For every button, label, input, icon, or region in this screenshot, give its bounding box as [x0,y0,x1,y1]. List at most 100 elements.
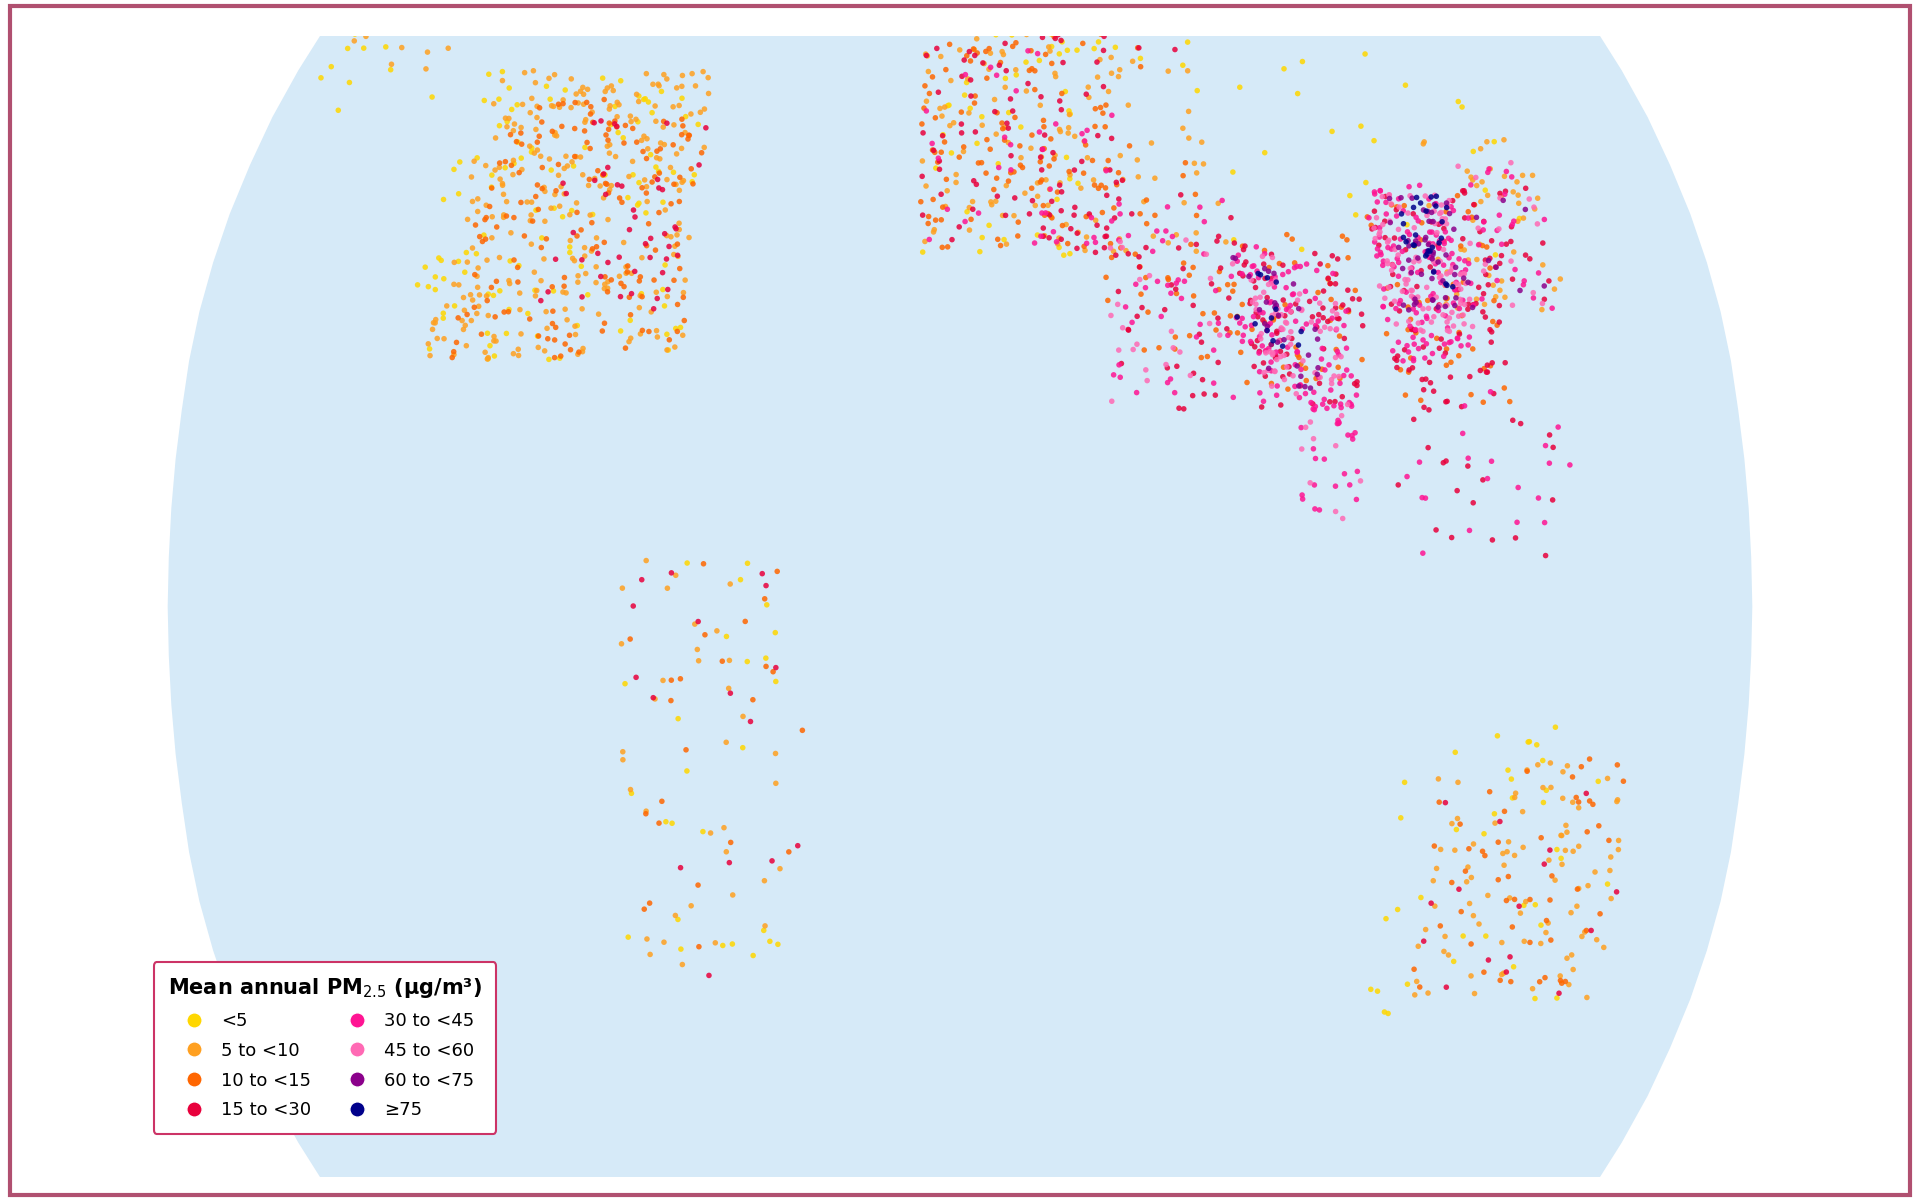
Point [451,336,482,355]
Point [449,263,480,282]
Point [1240,238,1271,257]
Point [420,280,451,299]
Point [1144,8,1175,28]
Point [760,623,791,643]
Point [1469,262,1500,281]
Point [1400,234,1430,253]
Point [1369,211,1400,231]
Point [586,112,616,131]
Point [1375,211,1405,231]
Point [1104,60,1135,79]
Point [641,282,672,301]
Point [1283,84,1313,103]
Point [666,939,697,958]
Point [664,180,695,199]
Point [1102,175,1133,195]
Point [1006,118,1037,137]
Point [948,142,979,161]
Point [1179,154,1210,173]
Point [1473,275,1503,294]
Point [728,707,758,727]
Point [1528,276,1559,295]
Point [1398,204,1428,223]
Point [1528,793,1559,812]
Point [1453,328,1484,347]
Point [981,168,1012,187]
Point [996,160,1027,179]
Point [1405,193,1436,213]
Point [952,202,983,221]
Point [595,135,626,154]
Point [1238,256,1269,275]
Point [1100,173,1131,192]
Point [991,205,1021,225]
Point [449,316,480,335]
Point [1187,333,1217,352]
Point [1377,294,1407,313]
Point [1471,307,1501,327]
Point [526,147,557,166]
Point [1417,238,1448,257]
Point [1423,770,1453,789]
Point [1114,319,1144,339]
Point [996,147,1027,166]
Point [1048,53,1079,72]
Point [1448,926,1478,945]
Point [490,303,520,322]
Point [1104,195,1135,214]
Point [1052,7,1083,26]
Point [1407,312,1438,331]
Point [1252,321,1283,340]
Point [680,615,710,634]
Point [630,805,660,824]
Point [1580,862,1611,882]
Point [488,174,518,193]
Point [607,742,637,761]
Point [1392,215,1423,234]
Point [1519,199,1549,219]
Point [589,166,620,185]
Point [922,38,952,58]
Point [1396,310,1427,329]
Point [1002,226,1033,245]
Point [1158,339,1188,358]
Point [950,73,981,92]
Point [1041,232,1071,251]
Point [532,318,563,337]
Point [1388,214,1419,233]
Point [1162,225,1192,244]
Point [981,103,1012,123]
Point [983,229,1014,249]
Point [561,92,591,112]
Point [1173,61,1204,80]
Point [1388,196,1419,215]
Point [570,246,601,265]
Point [710,842,741,861]
Point [1379,292,1409,311]
Point [1173,129,1204,148]
Point [1277,229,1308,249]
Point [1325,374,1356,393]
Point [503,132,534,151]
Point [1071,0,1102,19]
Point [572,133,603,153]
Point [1064,222,1094,241]
Point [538,313,568,333]
Point [1323,309,1354,328]
Point [1089,5,1119,24]
Point [1085,50,1116,70]
Point [1455,175,1486,195]
Point [1044,175,1075,195]
Point [1498,918,1528,937]
Point [566,257,597,276]
Point [1221,307,1252,327]
Point [559,317,589,336]
Point [1569,922,1599,942]
Point [1528,855,1559,874]
Point [1254,359,1284,378]
Point [1029,139,1060,159]
Point [666,66,697,85]
Point [1286,490,1317,509]
Point [501,95,532,114]
Point [927,107,958,126]
